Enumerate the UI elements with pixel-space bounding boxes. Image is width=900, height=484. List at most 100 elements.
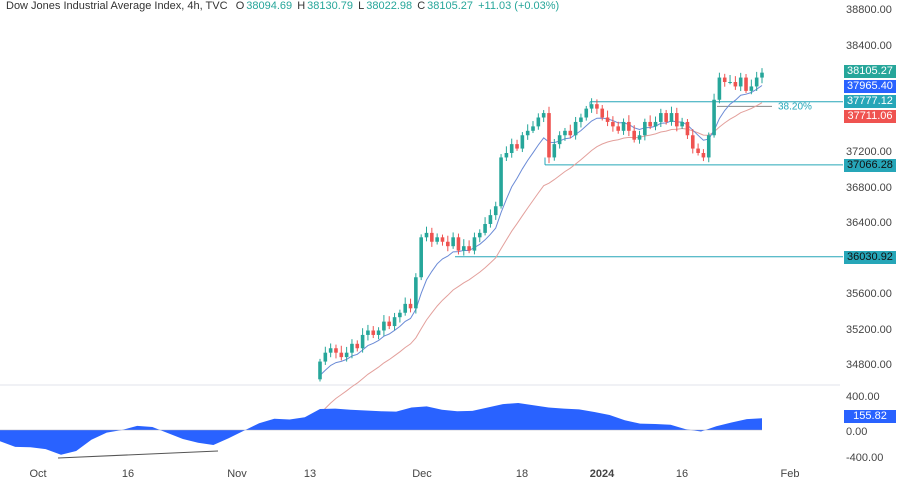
candle-body bbox=[595, 104, 599, 109]
candle-body bbox=[328, 348, 333, 353]
fib-label: 38.20% bbox=[778, 101, 812, 112]
candle-body bbox=[611, 121, 615, 127]
oscillator-axis-label: 400.00 bbox=[846, 391, 880, 403]
candle-body bbox=[509, 144, 514, 153]
candle-body bbox=[749, 86, 754, 91]
candle-body bbox=[563, 130, 567, 136]
candle-body bbox=[728, 82, 732, 83]
candle-body bbox=[376, 330, 381, 335]
candle-body bbox=[637, 135, 642, 140]
candle-body bbox=[733, 82, 738, 87]
candle-body bbox=[461, 246, 466, 251]
time-axis-label: Oct bbox=[29, 468, 47, 480]
candle-body bbox=[504, 153, 509, 158]
candle-body bbox=[446, 241, 450, 247]
candle-body bbox=[701, 153, 706, 158]
time-axis-label: Nov bbox=[227, 468, 247, 480]
oscillator-axis-label: 0.00 bbox=[846, 426, 868, 438]
candle-body bbox=[627, 121, 631, 131]
candle-body bbox=[334, 348, 338, 353]
time-axis-label: 18 bbox=[515, 468, 529, 480]
candle-body bbox=[621, 121, 626, 131]
candle-body bbox=[520, 135, 525, 149]
change-value: +11.03 (+0.03%) bbox=[478, 0, 560, 12]
divergence-trendline bbox=[57, 450, 219, 459]
symbol-title: Dow Jones Industrial Average Index, 4h, … bbox=[6, 0, 228, 12]
candle-body bbox=[722, 77, 727, 82]
price-axis-label: 35200.00 bbox=[846, 323, 892, 336]
candle-body bbox=[552, 144, 557, 158]
candle-body bbox=[717, 77, 722, 100]
candle-body bbox=[706, 135, 711, 158]
candle-body bbox=[392, 317, 397, 327]
candle-body bbox=[600, 108, 605, 118]
open-label: O bbox=[235, 0, 245, 12]
candle-body bbox=[579, 117, 583, 122]
time-axis-label: 16 bbox=[121, 468, 135, 480]
candle-body bbox=[414, 277, 418, 309]
price-axis-label: 35600.00 bbox=[846, 288, 892, 300]
candle-body bbox=[760, 72, 764, 78]
candle-body bbox=[738, 77, 743, 87]
candle-body bbox=[477, 232, 482, 238]
candle-body bbox=[680, 121, 684, 127]
candle-body bbox=[488, 215, 493, 224]
price-tag: 37965.40 bbox=[844, 80, 896, 93]
candle-body bbox=[355, 343, 360, 349]
candle-body bbox=[669, 113, 674, 122]
candle-body bbox=[323, 352, 328, 362]
time-axis-label: Dec bbox=[412, 468, 432, 480]
candle-body bbox=[467, 246, 471, 251]
price-axis-label: 38800.00 bbox=[846, 4, 892, 16]
candle-body bbox=[648, 121, 652, 127]
candle-body bbox=[568, 130, 573, 136]
ema-fast-line bbox=[319, 85, 763, 376]
candle-body bbox=[584, 108, 589, 118]
candle-body bbox=[536, 117, 541, 127]
close-label: C bbox=[417, 0, 426, 12]
candle-body bbox=[499, 157, 503, 207]
chart-header: Dow Jones Industrial Average Index, 4h, … bbox=[6, 0, 561, 12]
candle-body bbox=[525, 130, 530, 136]
candle-body bbox=[573, 121, 578, 136]
candle-body bbox=[472, 237, 477, 251]
candle-body bbox=[371, 330, 376, 335]
candle-body bbox=[440, 237, 445, 242]
oscillator-value-tag: 155.82 bbox=[844, 410, 896, 423]
oscillator-area bbox=[0, 403, 762, 455]
time-axis-label: 13 bbox=[303, 468, 317, 480]
oscillator-axis-label: -400.00 bbox=[846, 452, 884, 464]
price-axis-label: 34800.00 bbox=[846, 359, 892, 371]
candle-body bbox=[408, 303, 413, 309]
candle-body bbox=[318, 361, 322, 380]
candle-body bbox=[754, 77, 759, 87]
candle-body bbox=[632, 130, 636, 140]
candle-body bbox=[690, 135, 695, 149]
candle-body bbox=[515, 144, 519, 149]
price-axis-label: 38400.00 bbox=[846, 39, 892, 52]
candle-body bbox=[696, 148, 700, 153]
high-value: 38130.79 bbox=[307, 0, 354, 12]
candle-body bbox=[643, 121, 647, 136]
candle-body bbox=[541, 113, 546, 118]
candle-body bbox=[659, 113, 663, 122]
candle-body bbox=[744, 77, 748, 91]
price-tag: 37711.06 bbox=[844, 110, 896, 123]
candle-body bbox=[531, 126, 535, 131]
time-axis-label: 2024 bbox=[589, 468, 615, 480]
candle-body bbox=[419, 237, 423, 278]
candle-body bbox=[664, 113, 668, 122]
candle-body bbox=[451, 237, 455, 247]
candle-body bbox=[382, 321, 386, 331]
level-tag: 36030.92 bbox=[844, 250, 896, 264]
candle-body bbox=[547, 113, 551, 158]
candle-body bbox=[366, 330, 370, 335]
candle-body bbox=[674, 113, 679, 127]
close-value: 38105.27 bbox=[427, 0, 474, 12]
candle-body bbox=[493, 206, 498, 216]
price-axis-label: 36800.00 bbox=[846, 181, 892, 194]
candle-body bbox=[360, 334, 365, 349]
candle-body bbox=[387, 321, 392, 327]
